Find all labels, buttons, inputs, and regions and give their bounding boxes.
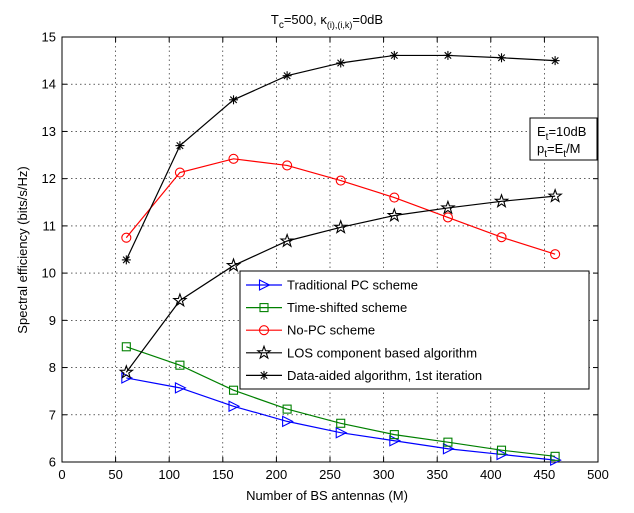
y-tick-label: 15 (42, 30, 56, 45)
series-5 (121, 50, 560, 265)
data-point (336, 58, 346, 68)
series-group (118, 50, 563, 467)
data-point (228, 400, 241, 413)
x-tick-label: 350 (426, 467, 448, 482)
legend-box (239, 270, 590, 390)
series-line (126, 346, 556, 457)
legend-label: Data-aided algorithm, 1st iteration (287, 368, 482, 383)
data-point (335, 426, 348, 439)
data-point (282, 404, 292, 414)
y-tick-label: 13 (42, 124, 56, 139)
x-tick-label: 0 (58, 467, 65, 482)
data-point (442, 212, 453, 223)
data-point (550, 249, 561, 260)
legend-label: No-PC scheme (287, 323, 375, 338)
data-point (550, 56, 560, 66)
data-point (225, 257, 242, 273)
x-tick-label: 450 (534, 467, 556, 482)
data-point (121, 342, 131, 352)
x-tick-label: 50 (108, 467, 122, 482)
data-point (332, 219, 349, 234)
data-point (335, 175, 346, 186)
data-point (174, 381, 187, 394)
data-point (279, 232, 295, 248)
legend-marker (259, 370, 269, 380)
series-line (125, 158, 556, 255)
legend: Traditional PC scheme Time-shifted scheme… (239, 270, 590, 390)
data-point (496, 232, 507, 243)
y-tick-label: 11 (43, 218, 57, 233)
data-point (496, 445, 507, 455)
y-tick-label: 12 (42, 171, 56, 186)
data-point (493, 193, 510, 208)
legend-label: Traditional PC scheme (287, 278, 418, 293)
legend-item: No-PC scheme (246, 323, 375, 338)
y-tick-label: 7 (49, 407, 56, 422)
x-tick-label: 400 (480, 467, 502, 482)
y-tick-label: 8 (49, 360, 56, 375)
annotation-line-2: pt=Et/M (537, 141, 581, 160)
data-point (389, 50, 399, 60)
x-tick-label: 200 (266, 467, 288, 482)
axis-ticks: 0 50 100 150 200 250 300 350 400 450 500 6 7 8 9 10 11 12… (42, 30, 609, 483)
data-point (336, 418, 346, 428)
series-line (126, 377, 556, 461)
series-2 (121, 342, 560, 461)
x-tick-label: 100 (158, 467, 180, 482)
legend-item: LOS component based algorithm (246, 344, 477, 360)
series-3 (121, 153, 561, 260)
y-tick-label: 6 (49, 455, 56, 470)
x-tick-label: 250 (319, 467, 341, 482)
legend-label: LOS component based algorithm (287, 345, 477, 360)
legend-marker (258, 325, 270, 336)
y-axis-label: Spectral efficiency (bits/s/Hz) (15, 166, 30, 333)
y-tick-label: 10 (42, 266, 56, 281)
data-point (228, 385, 239, 395)
data-point (443, 50, 453, 60)
data-point (174, 167, 185, 178)
data-point (386, 207, 403, 223)
data-point (282, 160, 293, 171)
legend-marker (258, 279, 271, 291)
x-tick-label: 500 (587, 467, 609, 482)
legend-marker (259, 303, 269, 313)
data-point (550, 451, 560, 461)
data-point (282, 71, 292, 81)
data-point (389, 430, 399, 440)
data-point (175, 360, 185, 370)
y-tick-label: 14 (42, 77, 56, 92)
data-point (172, 292, 188, 308)
data-point (229, 95, 239, 105)
legend-label: Time-shifted scheme (287, 300, 407, 315)
data-point (228, 153, 239, 164)
series-line (125, 195, 556, 373)
data-point (118, 364, 135, 379)
grid (62, 37, 598, 462)
chart-title: Tc=500, κ(i),(i,k)=0dB (271, 12, 383, 31)
data-point (547, 187, 563, 203)
x-tick-label: 300 (373, 467, 395, 482)
legend-item: Time-shifted scheme (246, 300, 407, 315)
series-line (125, 54, 556, 261)
data-point (282, 415, 294, 428)
x-tick-label: 150 (212, 467, 234, 482)
data-point (440, 199, 456, 215)
data-point (121, 255, 131, 265)
data-point (497, 53, 507, 63)
legend-marker (256, 344, 272, 360)
legend-item: Data-aided algorithm, 1st iteration (246, 368, 482, 383)
legend-item: Traditional PC scheme (246, 278, 418, 293)
data-point (121, 232, 132, 243)
data-point (389, 192, 400, 203)
y-tick-label: 9 (49, 313, 56, 328)
x-axis-label: Number of BS antennas (M) (246, 488, 408, 503)
annotation-box: Et=10dB pt=Et/M (529, 117, 598, 161)
data-point (175, 141, 185, 151)
annotation-line-1: Et=10dB (537, 124, 586, 143)
series-4 (118, 187, 563, 379)
data-point (443, 437, 453, 447)
